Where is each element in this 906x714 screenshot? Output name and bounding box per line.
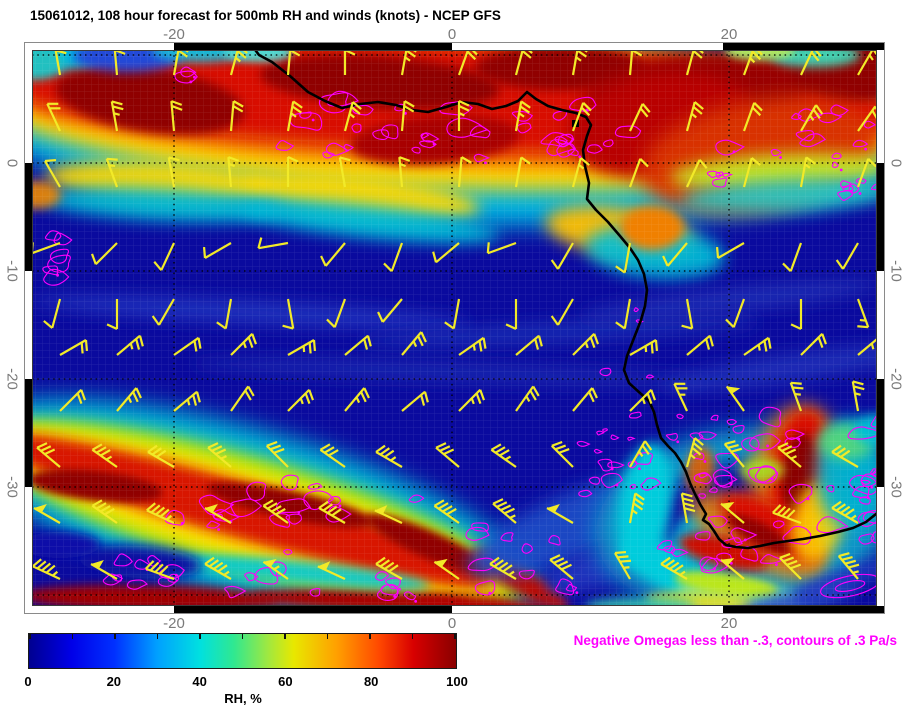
colorbar-title: RH, %: [224, 691, 262, 706]
colorbar-tick-label: 20: [106, 674, 122, 689]
lat-tick-label-right: 0: [887, 158, 905, 168]
colorbar-tick-label: 40: [192, 674, 207, 689]
colorbar-tick: [114, 634, 116, 639]
colorbar-tick: [411, 634, 413, 639]
colorbar-tick: [156, 634, 158, 639]
omega-annotation: Negative Omegas less than -.3, contours …: [573, 633, 897, 648]
colorbar-tick: [454, 634, 456, 639]
lon-tick-label-top: 0: [447, 26, 457, 43]
colorbar-tick: [71, 634, 73, 639]
colorbar-tick-label: 60: [278, 674, 293, 689]
lat-tick-label-right: -30: [887, 476, 905, 498]
lon-tick-label-top: -20: [163, 26, 185, 43]
colorbar-tick: [241, 634, 243, 639]
map-frame: [24, 42, 885, 614]
lat-tick-label-right: -10: [887, 260, 905, 282]
colorbar-tick: [326, 634, 328, 639]
lon-tick-label-top: 20: [720, 26, 738, 43]
colorbar-tick-label: 80: [363, 674, 379, 689]
colorbar-tick-label: 100: [446, 674, 468, 689]
colorbar-tick-label: 0: [24, 674, 32, 689]
lon-tick-label-bottom: -20: [163, 615, 185, 632]
lon-tick-label-bottom: 0: [447, 615, 457, 632]
wind-barbs: [33, 51, 876, 581]
lat-tick-label-left: -10: [3, 260, 21, 282]
lon-tick-label-bottom: 20: [720, 615, 738, 632]
colorbar: [28, 633, 457, 669]
lat-tick-label-left: -30: [3, 476, 21, 498]
colorbar-tick: [199, 634, 201, 639]
figure-title: 15061012, 108 hour forecast for 500mb RH…: [30, 8, 501, 23]
lat-tick-label-right: -20: [887, 368, 905, 390]
colorbar-tick: [369, 634, 371, 639]
lat-tick-label-left: 0: [3, 158, 21, 168]
colorbar-tick: [284, 634, 286, 639]
colorbar-tick: [29, 634, 31, 639]
lat-tick-label-left: -20: [3, 368, 21, 390]
